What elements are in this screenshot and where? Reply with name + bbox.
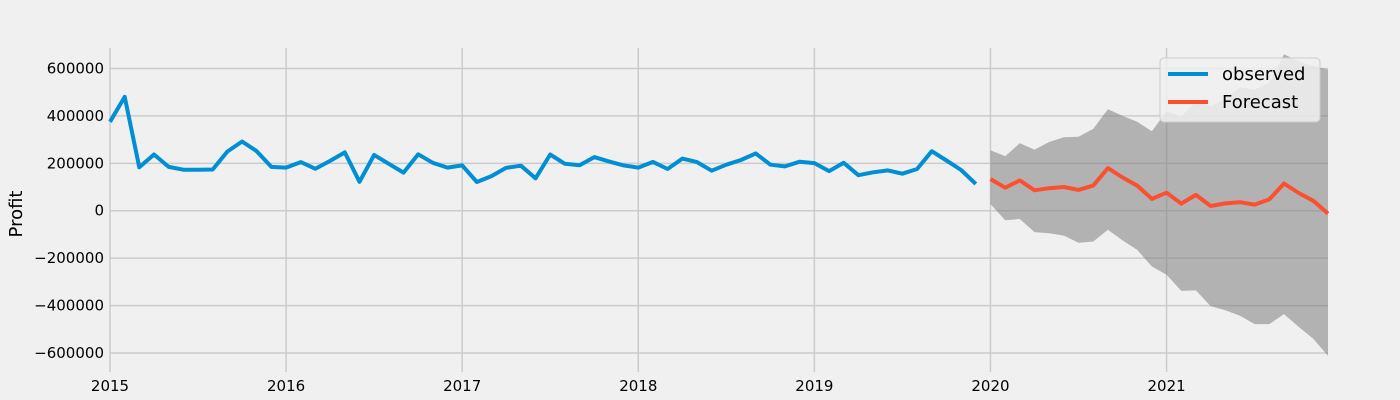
series-layer [108,94,1330,216]
y-axis-ticks: 600000 400000 200000 0 −200000 −400000 −600000 [34,59,104,362]
confidence-band [990,54,1328,356]
confidence-band-layer [990,54,1328,356]
y-tick-label: −600000 [34,344,104,362]
x-axis-ticks: 2015 2016 2017 2018 2019 2020 2021 [91,377,1186,395]
x-tick-label: 2019 [795,377,833,395]
y-tick-label: 0 [94,202,104,220]
y-tick-label: 600000 [47,59,104,77]
x-tick-label: 2020 [971,377,1009,395]
legend-label-observed: observed [1222,64,1305,85]
y-tick-label: 200000 [47,154,104,172]
x-tick-label: 2015 [91,377,129,395]
y-tick-label: 400000 [47,107,104,125]
y-tick-label: −400000 [34,297,104,315]
x-tick-label: 2016 [267,377,305,395]
series-line-observed [108,94,978,186]
y-tick-label: −200000 [34,249,104,267]
x-tick-label: 2021 [1147,377,1185,395]
x-tick-label: 2017 [443,377,481,395]
y-axis-title: Profit [6,191,27,238]
series-line-forecast [989,166,1330,216]
legend-label-forecast: Forecast [1222,92,1298,113]
legend: observed Forecast [1159,57,1321,123]
x-tick-label: 2018 [619,377,657,395]
